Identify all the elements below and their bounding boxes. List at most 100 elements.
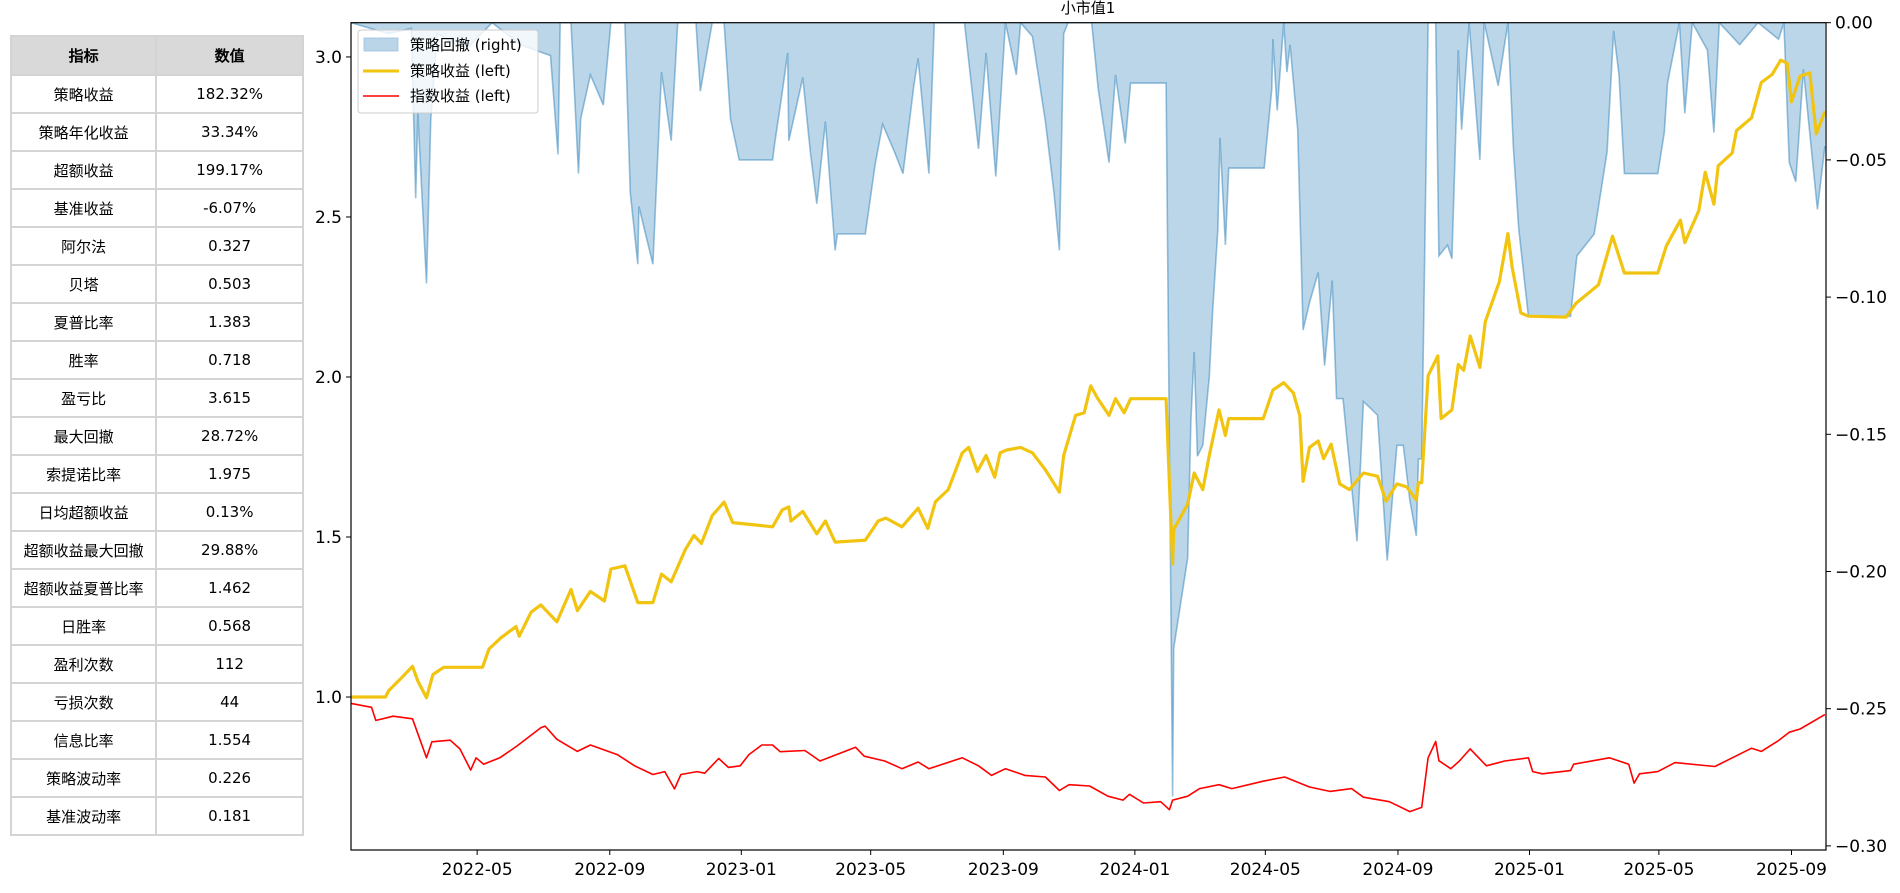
- table-header-row: 指标 数值: [9, 35, 304, 76]
- metric-value: 1.383: [155, 302, 304, 342]
- y-right-tick-label: −0.15: [1835, 425, 1887, 445]
- table-row: 策略年化收益 33.34%: [9, 112, 304, 152]
- table-row: 策略收益 182.32%: [9, 74, 304, 114]
- x-tick-label: 2023-05: [835, 860, 906, 880]
- metrics-table: 指标 数值 策略收益 182.32% 策略年化收益 33.34% 超额收益 199.17%…: [9, 35, 304, 836]
- table-row: 基准收益 -6.07%: [9, 188, 304, 228]
- plot-frame: [350, 22, 1827, 851]
- y-left-tick-label: 3.0: [315, 48, 342, 68]
- x-tick-label: 2024-01: [1099, 860, 1170, 880]
- metric-name: 盈亏比: [9, 378, 158, 418]
- table-row: 超额收益夏普比率 1.462: [9, 568, 304, 608]
- metric-value: 29.88%: [155, 530, 304, 570]
- metric-value: 0.503: [155, 264, 304, 304]
- metric-name: 盈利次数: [9, 644, 158, 684]
- table-row: 胜率 0.718: [9, 340, 304, 380]
- x-tick-label: 2023-09: [968, 860, 1039, 880]
- metric-name: 贝塔: [9, 264, 158, 304]
- metric-name: 胜率: [9, 340, 158, 380]
- metric-value: 1.975: [155, 454, 304, 494]
- table-row: 日均超额收益 0.13%: [9, 492, 304, 532]
- metric-name: 超额收益夏普比率: [9, 568, 158, 608]
- x-tick-label: 2024-09: [1362, 860, 1433, 880]
- x-tick-label: 2022-09: [574, 860, 645, 880]
- metric-value: 0.181: [155, 796, 304, 836]
- index-return-line: [351, 702, 1826, 813]
- legend-label-index: 指数收益 (left): [410, 87, 511, 105]
- header-metric: 指标: [9, 35, 158, 76]
- y-left-tick-label: 2.0: [315, 368, 342, 388]
- table-row: 最大回撤 28.72%: [9, 416, 304, 456]
- strategy-return-line: [351, 58, 1826, 700]
- metric-name: 日均超额收益: [9, 492, 158, 532]
- table-row: 阿尔法 0.327: [9, 226, 304, 266]
- chart-title: 小市值1: [1061, 0, 1116, 17]
- x-tick-label: 2023-01: [706, 860, 777, 880]
- metric-name: 基准收益: [9, 188, 158, 228]
- metric-value: 199.17%: [155, 150, 304, 190]
- legend-box: [357, 29, 539, 114]
- metric-name: 日胜率: [9, 606, 158, 646]
- drawdown-line: [351, 22, 1826, 797]
- metric-name: 超额收益: [9, 150, 158, 190]
- legend: 策略回撤 (right) 策略收益 (left) 指数收益 (left): [357, 29, 539, 114]
- metric-name: 策略收益: [9, 74, 158, 114]
- metric-value: 0.226: [155, 758, 304, 798]
- metric-value: 0.327: [155, 226, 304, 266]
- table-row: 信息比率 1.554: [9, 720, 304, 760]
- metric-value: 1.554: [155, 720, 304, 760]
- metric-name: 最大回撤: [9, 416, 158, 456]
- metric-value: 182.32%: [155, 74, 304, 114]
- table-row: 盈利次数 112: [9, 644, 304, 684]
- metric-name: 信息比率: [9, 720, 158, 760]
- y-left-tick-label: 1.5: [315, 528, 342, 548]
- table-row: 夏普比率 1.383: [9, 302, 304, 342]
- y-right-tick-label: −0.25: [1835, 700, 1887, 720]
- x-tick-label: 2025-01: [1494, 860, 1565, 880]
- metric-value: 0.718: [155, 340, 304, 380]
- metric-name: 策略年化收益: [9, 112, 158, 152]
- table-row: 日胜率 0.568: [9, 606, 304, 646]
- table-row: 策略波动率 0.226: [9, 758, 304, 798]
- metric-name: 亏损次数: [9, 682, 158, 722]
- legend-label-strategy: 策略收益 (left): [410, 62, 511, 80]
- y-right-tick-label: −0.30: [1835, 837, 1887, 857]
- y-left-tick-label: 1.0: [315, 688, 342, 708]
- metric-value: 1.462: [155, 568, 304, 608]
- metric-value: 44: [155, 682, 304, 722]
- table-row: 超额收益最大回撤 29.88%: [9, 530, 304, 570]
- x-tick-label: 2022-05: [442, 860, 513, 880]
- metric-name: 夏普比率: [9, 302, 158, 342]
- metric-name: 基准波动率: [9, 796, 158, 836]
- table-row: 盈亏比 3.615: [9, 378, 304, 418]
- metric-name: 超额收益最大回撤: [9, 530, 158, 570]
- x-tick-label: 2024-05: [1230, 860, 1301, 880]
- table-row: 贝塔 0.503: [9, 264, 304, 304]
- y-right-tick-label: −0.05: [1835, 151, 1887, 171]
- y-right-tick-label: −0.20: [1835, 562, 1887, 582]
- table-row: 亏损次数 44: [9, 682, 304, 722]
- legend-swatch-drawdown: [363, 37, 399, 52]
- metric-value: 28.72%: [155, 416, 304, 456]
- metric-name: 策略波动率: [9, 758, 158, 798]
- metric-value: 0.568: [155, 606, 304, 646]
- x-tick-label: 2025-09: [1756, 860, 1827, 880]
- table-row: 超额收益 199.17%: [9, 150, 304, 190]
- legend-label-drawdown: 策略回撤 (right): [410, 36, 522, 54]
- table-row: 索提诺比率 1.975: [9, 454, 304, 494]
- metric-value: 0.13%: [155, 492, 304, 532]
- y-right-tick-label: −0.10: [1835, 288, 1887, 308]
- header-value: 数值: [155, 35, 304, 76]
- metric-name: 索提诺比率: [9, 454, 158, 494]
- metric-value: 112: [155, 644, 304, 684]
- table-row: 基准波动率 0.181: [9, 796, 304, 836]
- metric-name: 阿尔法: [9, 226, 158, 266]
- x-tick-label: 2025-05: [1623, 860, 1694, 880]
- y-right-tick-label: 0.00: [1835, 14, 1873, 34]
- drawdown-area: [351, 22, 1825, 797]
- metric-value: 33.34%: [155, 112, 304, 152]
- metric-value: 3.615: [155, 378, 304, 418]
- metric-value: -6.07%: [155, 188, 304, 228]
- y-left-tick-label: 2.5: [315, 208, 342, 228]
